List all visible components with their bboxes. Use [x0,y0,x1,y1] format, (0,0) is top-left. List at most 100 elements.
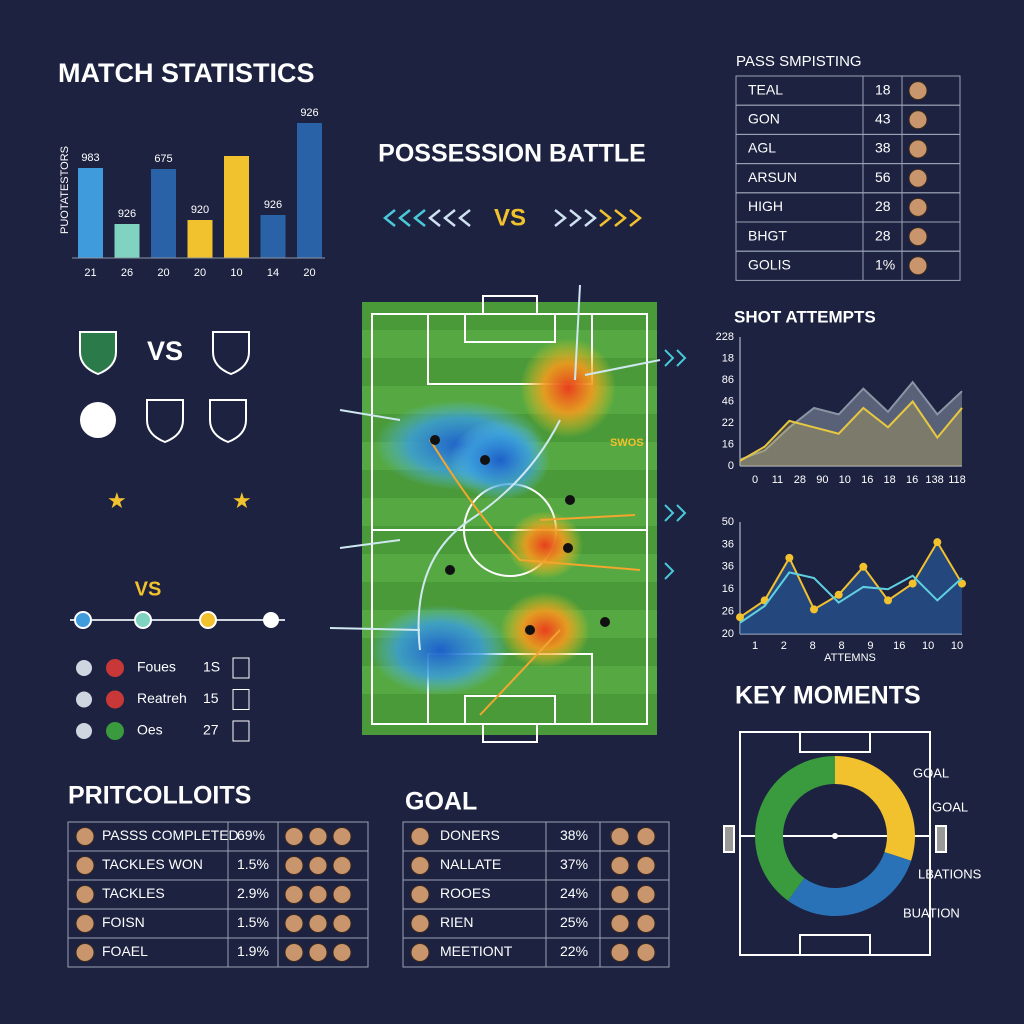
possession-arrows [382,209,643,227]
x-tick-label: 8 [839,640,845,652]
cell: ARSUN [748,169,797,185]
avatar [308,885,328,904]
avatar [308,943,328,962]
cell: FOISN [102,914,145,930]
x-tick-label: 11 [772,474,783,486]
cell: 22% [560,943,588,959]
team-icon [76,691,92,708]
x-tick-label: 18 [884,474,896,486]
cell: 1.5% [237,914,269,930]
x-tick-label: 26 [121,267,133,279]
cell: 1.9% [237,943,269,959]
title: KEY MOMENTS [735,682,921,710]
avatar [284,827,304,846]
avatar [284,856,304,875]
y-tick-label: 36 [722,538,734,550]
title: PRITCOLLOITS [68,782,251,810]
avatar [284,885,304,904]
point [859,562,868,571]
bar-label: 920 [191,204,209,216]
avatar [610,914,630,933]
line [739,399,963,462]
x-tick-label: 14 [267,267,279,279]
y-tick-label: 0 [728,460,734,472]
cell: 69% [237,827,265,843]
team-icon [232,720,250,742]
table-row [402,937,670,968]
x-tick-label: 118 [948,474,966,486]
area [740,542,962,634]
bar [260,215,286,258]
x-tick-label: 138 [925,474,943,486]
line [739,380,963,461]
avatar [908,256,928,276]
avatar [908,139,928,159]
avatar [636,885,656,904]
avatar [332,943,352,962]
x-tick-label: 10 [839,474,851,486]
avatar [284,943,304,962]
x-tick-label: 10 [951,640,963,652]
cell: RIEN [440,914,473,930]
x-tick-label: 1 [752,640,758,652]
x-tick-label: 28 [794,474,806,486]
donut-label: BUATION [903,905,960,920]
y-tick-label: 36 [722,561,734,573]
cell: 28 [875,227,891,243]
x-tick-label: 0 [752,474,758,486]
cell: NALLATE [440,856,501,872]
y-tick-label: 16 [722,583,734,595]
avatar [284,914,304,933]
cell: GON [748,111,780,127]
avatar [908,197,928,217]
title: PASS SMPISTING [736,53,862,70]
table-row [735,250,961,281]
y-tick-label: 20 [722,628,734,640]
cell: GOLIS [748,257,791,273]
point [736,613,744,622]
avatar [636,827,656,846]
y-tick-label: 50 [722,516,734,528]
avatar [75,856,95,875]
table-row [67,937,369,968]
avatar [308,827,328,846]
y-tick-label: 16 [722,438,734,450]
cell: TACKLES [102,885,165,901]
cell: 56 [875,169,891,185]
stars: ★ ★ [107,488,252,513]
line [739,571,963,624]
avatar [610,943,630,962]
area [740,401,962,466]
pitch [329,284,687,743]
team-name: Oes [137,722,163,738]
cell: HIGH [748,198,783,214]
avatar [75,885,95,904]
bar [78,168,103,258]
x-tick-label: 9 [867,640,873,652]
bar [297,123,322,258]
cell: DONERS [440,827,500,843]
x-label: ATTEMNS [824,652,876,664]
avatar [332,827,352,846]
team-icon [106,690,124,709]
x-tick-label: 16 [906,474,918,486]
title: SHOT ATTEMPTS [734,307,876,326]
svg-text:★: ★ [232,488,252,513]
donut-label: LBATIONS [918,866,982,881]
team-name: Foues [137,659,176,675]
team-icon [76,723,92,739]
avatar [410,885,430,904]
title: GOAL [405,788,477,816]
avatar [75,914,95,933]
cell: 28 [875,198,891,214]
x-tick-label: 8 [810,640,816,652]
cell: BHGT [748,227,787,243]
avatar [908,81,928,101]
avatar [636,943,656,962]
point [958,579,966,588]
point [834,590,843,599]
avatar [636,856,656,875]
avatar [908,110,928,130]
cell: TACKLES WON [102,856,203,872]
